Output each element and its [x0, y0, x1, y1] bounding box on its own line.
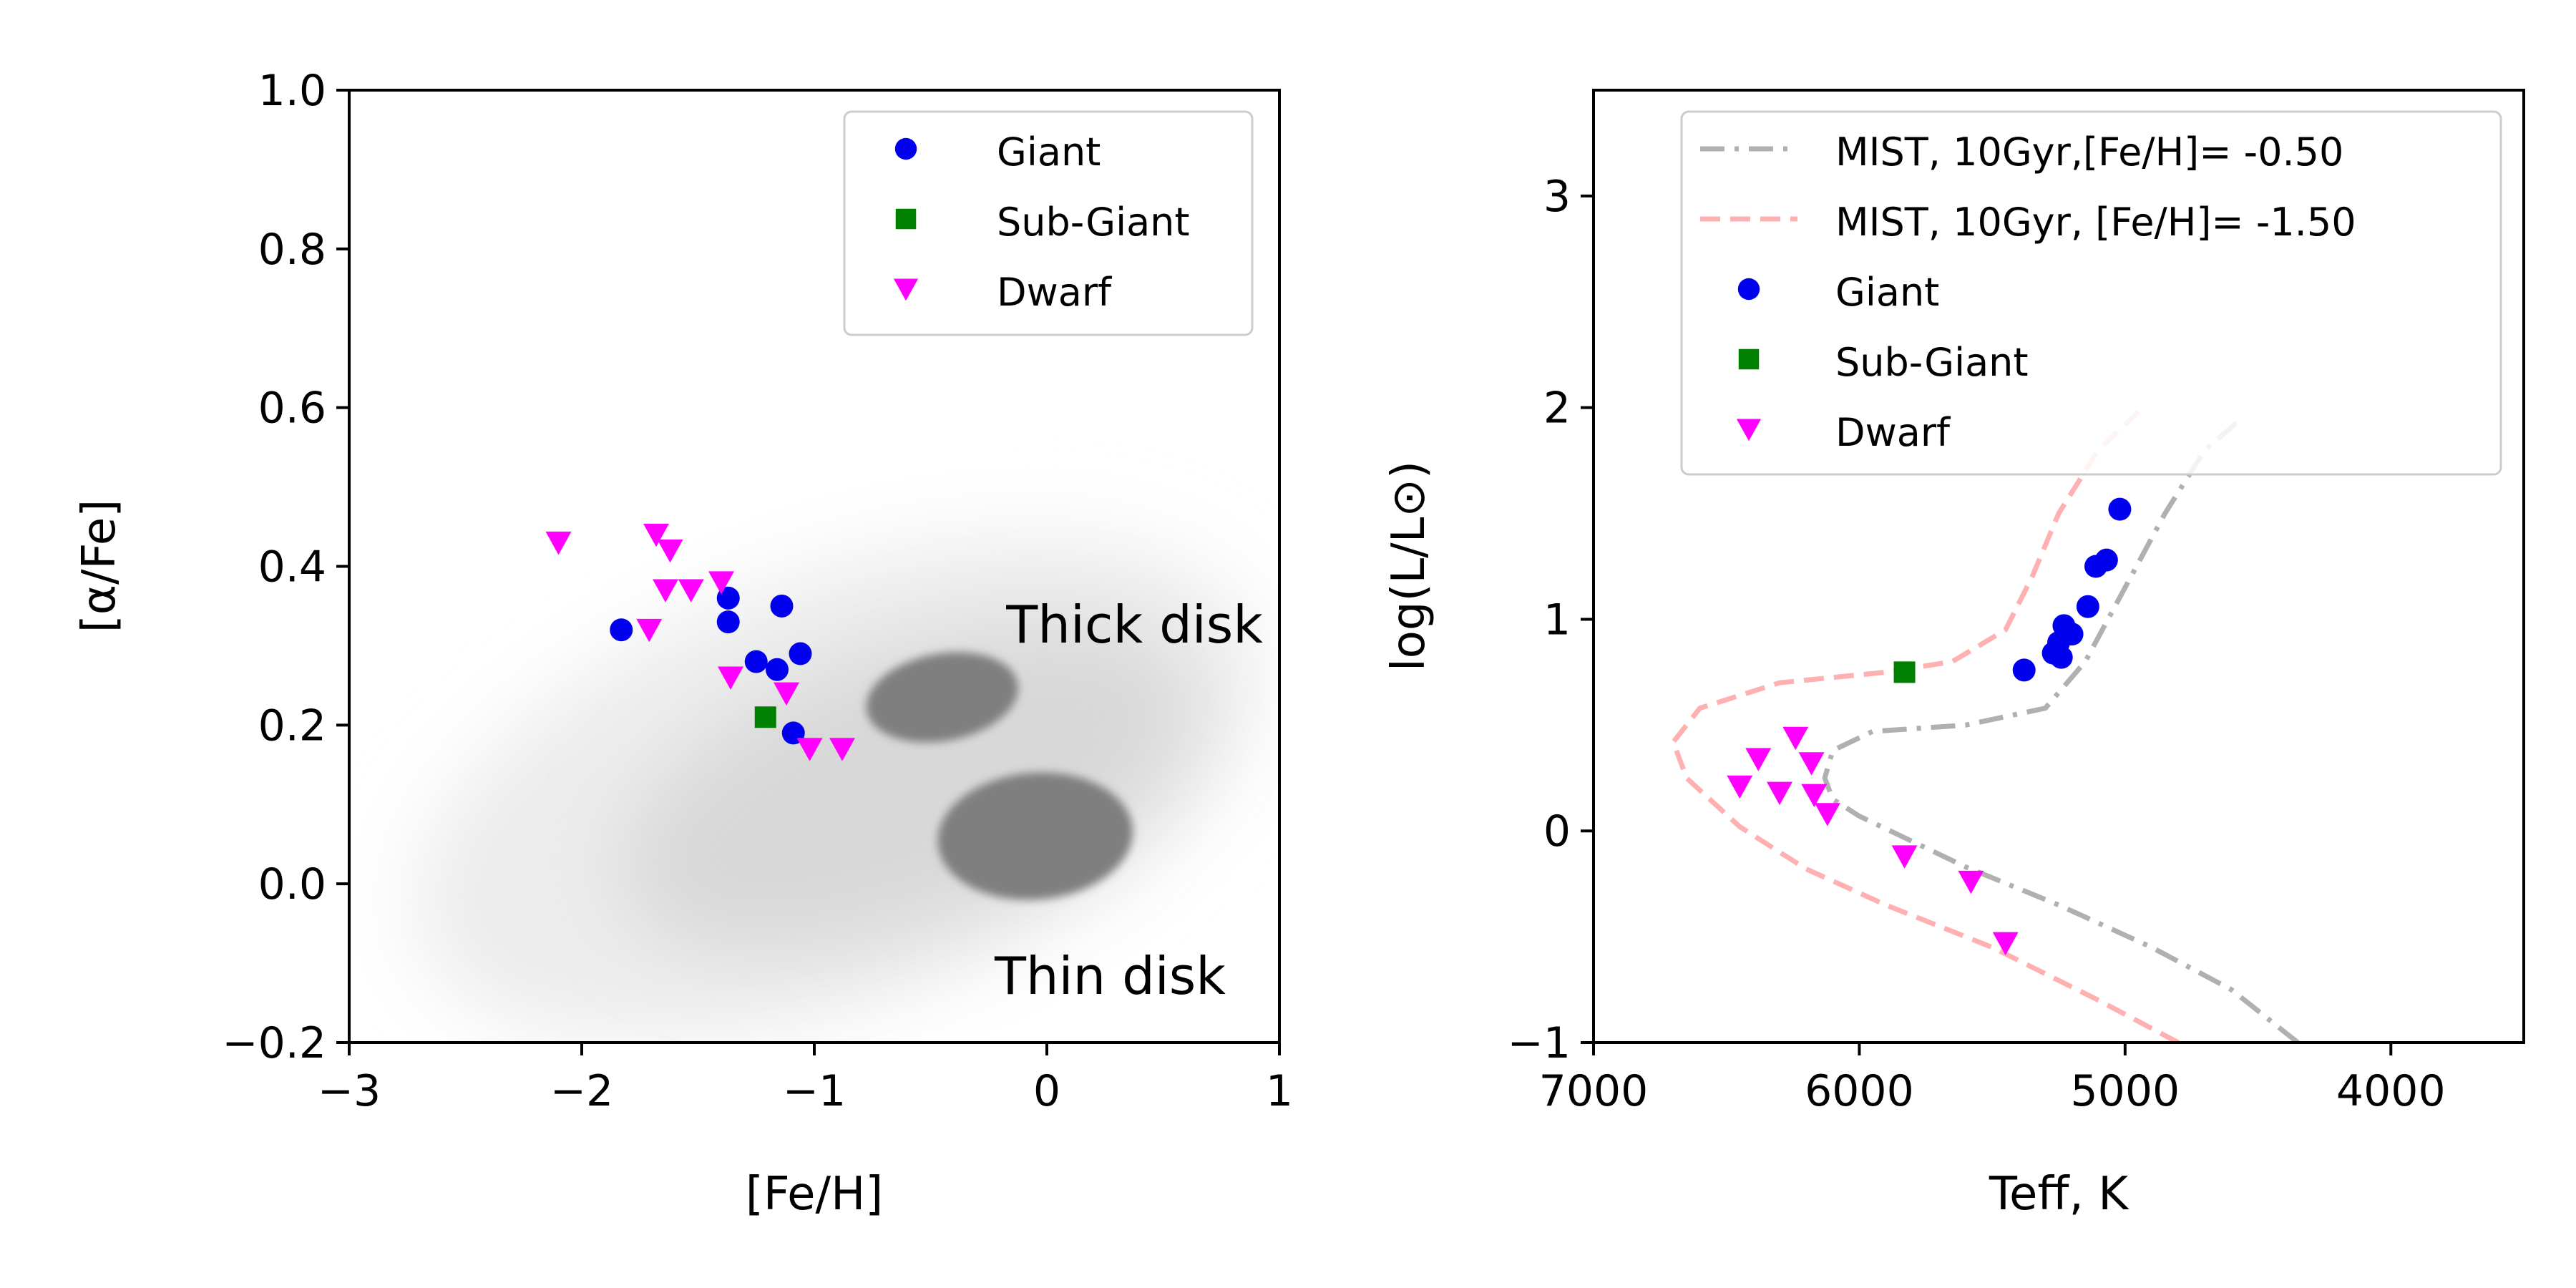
right-axes-frame	[1592, 89, 2525, 1044]
left-legend-markers	[893, 137, 919, 301]
right-legend-dwarf: Dwarf	[1835, 410, 1951, 455]
left-dwarf-point	[678, 579, 704, 602]
thin-disk-density	[937, 772, 1133, 900]
left-x-axis-label: [Fe/H]	[746, 1168, 883, 1221]
right-legend-markers	[1700, 146, 1797, 441]
left-giant-point	[610, 618, 633, 642]
left-dwarf-point	[657, 540, 683, 563]
right-x-axis-label: Teff, K	[1989, 1168, 2129, 1221]
annotation-thin-disk: Thin disk	[994, 946, 1226, 1006]
right-legend-sub-giant: Sub-Giant	[1835, 340, 2029, 385]
right-legend-box	[1680, 110, 2502, 476]
right-legend-line-metal-poor: MIST, 10Gyr, [Fe/H]= -1.50	[1835, 200, 2356, 245]
left-dwarf-point	[545, 531, 572, 555]
left-dwarf-point	[718, 666, 743, 690]
legend-giant-marker	[1737, 278, 1760, 301]
right-dwarf-point	[1814, 803, 1840, 826]
left-dwarf-point	[796, 738, 823, 761]
left-x-tick-label: 1	[1266, 1066, 1293, 1116]
right-giant-point	[2108, 497, 2132, 521]
left-y-tick-label: 0.4	[258, 542, 326, 592]
right-y-tick-label: 2	[1543, 384, 1571, 434]
left-y-tick-label: −0.2	[222, 1018, 326, 1068]
right-dwarf-point	[1992, 932, 2019, 956]
left-axis-ticks: −3 −2 −1 0 1 −0.2 0.0 0.2 0.4 0.6 0.8 1.0	[222, 66, 1293, 1116]
right-dwarf-point	[1782, 726, 1809, 751]
isochrone-lines	[1670, 410, 2300, 1043]
disk-density-cloud	[414, 536, 1262, 1041]
legend-dwarf-marker	[1736, 419, 1762, 441]
right-dwarf-point	[1891, 845, 1918, 869]
right-giant-point	[2049, 645, 2073, 669]
left-y-tick-label: 0.8	[258, 225, 326, 275]
right-y-tick-label: 3	[1543, 172, 1571, 222]
isochrone-line-metal-rich	[1822, 416, 2300, 1043]
left-giant-point	[789, 642, 812, 665]
left-y-tick-label: 0.6	[258, 384, 326, 434]
left-dwarf-point	[829, 738, 855, 761]
right-x-tick-label: 5000	[2071, 1066, 2180, 1116]
right-giant-point	[2012, 658, 2036, 682]
left-legend-giant: Giant	[997, 130, 1101, 175]
right-dwarf-point	[1727, 775, 1753, 799]
right-legend-line-metal-rich: MIST, 10Gyr,[Fe/H]= -0.50	[1835, 130, 2343, 175]
left-legend-box	[843, 110, 1254, 336]
left-dwarf-point	[636, 618, 663, 643]
left-legend: Giant Sub-Giant Dwarf	[843, 110, 1254, 336]
left-giant-point	[716, 610, 740, 634]
right-y-tick-label: 0	[1543, 806, 1571, 857]
right-y-tick-label: 1	[1543, 595, 1571, 645]
left-giant-point	[766, 658, 789, 681]
left-x-tick-label: −1	[783, 1066, 846, 1116]
thick-disk-density	[866, 652, 1018, 743]
left-dwarf-point	[708, 571, 734, 595]
right-dwarf-point	[1767, 781, 1792, 806]
left-giant-point	[770, 594, 794, 618]
legend-giant-marker	[894, 137, 917, 160]
isochrone-line-metal-poor	[1670, 410, 2180, 1043]
legend-sub-giant-marker	[895, 208, 917, 230]
left-y-tick-label: 0.0	[258, 859, 326, 909]
left-legend-sub-giant: Sub-Giant	[997, 200, 1190, 245]
left-dwarf-point	[653, 579, 678, 602]
left-legend-dwarf: Dwarf	[997, 270, 1113, 315]
right-x-tick-label: 7000	[1539, 1066, 1649, 1116]
left-x-tick-label: 0	[1033, 1066, 1060, 1116]
legend-sub-giant-marker	[1738, 348, 1760, 370]
right-dwarf-point	[1958, 870, 1984, 894]
right-giant-point	[2076, 595, 2099, 618]
left-x-tick-label: −2	[550, 1066, 613, 1116]
left-giant-point	[716, 586, 740, 610]
left-dwarf-point	[774, 682, 799, 706]
annotation-thick-disk: Thick disk	[1005, 595, 1263, 655]
right-dwarf-point	[1745, 748, 1772, 771]
right-y-axis-label: log(L/L⊙)	[1382, 461, 1435, 671]
left-y-tick-label: 0.2	[258, 701, 326, 751]
right-x-tick-label: 6000	[1805, 1066, 1914, 1116]
right-data-points	[1727, 497, 2132, 956]
left-data-points	[545, 523, 855, 761]
left-y-axis-label: [α/Fe]	[73, 499, 126, 633]
left-y-tick-label: 1.0	[258, 66, 326, 116]
right-giant-point	[2084, 555, 2107, 578]
left-x-tick-label: −3	[318, 1066, 381, 1116]
right-sub-giant-point	[1893, 661, 1916, 683]
left-chart-panel: −3 −2 −1 0 1 −0.2 0.0 0.2 0.4 0.6 0.8 1.0 [Fe/H] [α…	[73, 66, 1293, 1221]
right-y-tick-label: −1	[1508, 1018, 1571, 1068]
right-legend-giant: Giant	[1835, 270, 1939, 315]
left-dwarf-point	[643, 523, 669, 547]
left-giant-point	[744, 650, 768, 673]
left-sub-giant-point	[754, 706, 776, 728]
right-axis-ticks: 7000 6000 5000 4000 −1 0 1 2 3	[1508, 172, 2446, 1116]
right-dwarf-point	[1798, 752, 1825, 776]
right-dwarf-point	[1801, 784, 1828, 808]
legend-dwarf-marker	[893, 278, 919, 301]
right-x-tick-label: 4000	[2336, 1066, 2446, 1116]
right-legend: MIST, 10Gyr,[Fe/H]= -0.50 MIST, 10Gyr, […	[1680, 110, 2502, 476]
right-chart-panel: 7000 6000 5000 4000 −1 0 1 2 3 Teff, K log(L/L⊙)…	[1382, 89, 2525, 1221]
